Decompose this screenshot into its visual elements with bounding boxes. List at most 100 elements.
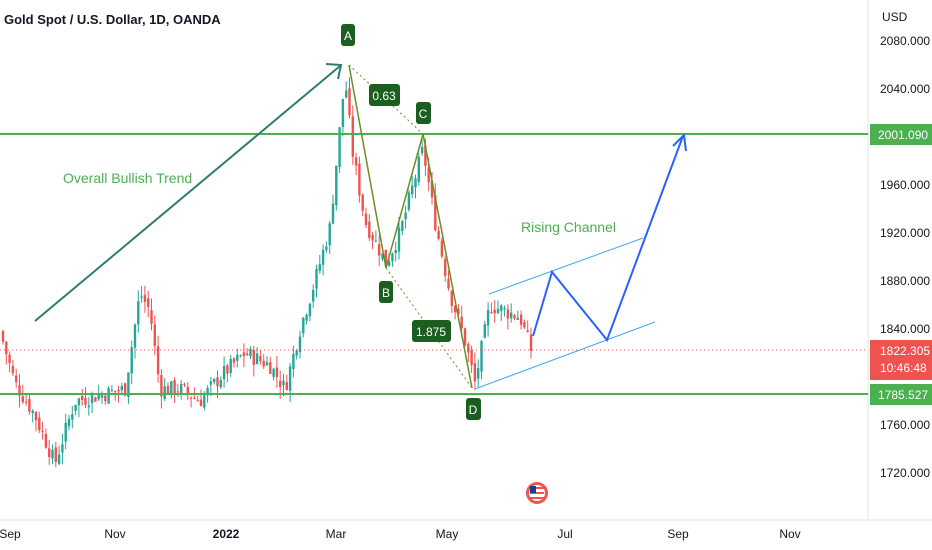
candle-body	[34, 411, 38, 421]
x-tick-sep-2022: Sep	[667, 527, 689, 541]
candle-body	[387, 260, 391, 266]
svg-text:2001.090: 2001.090	[878, 128, 928, 142]
svg-text:C: C	[419, 107, 428, 121]
candle-body	[269, 362, 272, 374]
candle-body	[510, 312, 513, 319]
y-tick-2080: 2080.000	[880, 34, 930, 48]
candle-body	[81, 395, 84, 401]
candle-body	[411, 185, 414, 195]
candle-body	[219, 379, 222, 388]
candle-body	[255, 353, 259, 364]
candle-body	[490, 312, 493, 314]
candle-body	[480, 341, 483, 372]
candle-body	[123, 383, 127, 396]
candle-body	[24, 401, 28, 403]
y-tick-1920: 1920.000	[880, 226, 930, 240]
point-label-a: A	[341, 24, 355, 46]
candle-body	[272, 368, 275, 377]
candle-body	[321, 249, 325, 265]
resistance-price-tag: 2001.090	[870, 124, 932, 145]
candle-body	[506, 309, 510, 319]
candle-body	[189, 397, 193, 399]
candle-body	[114, 390, 117, 392]
economic-event-flag-icon[interactable]	[526, 482, 548, 504]
y-tick-1880: 1880.000	[880, 274, 930, 288]
y-tick-1960: 1960.000	[880, 178, 930, 192]
harmonic-pattern-line	[348, 64, 473, 389]
candle-body	[315, 269, 318, 289]
candle-body	[496, 308, 500, 314]
support-price-tag: 1785.527	[870, 384, 932, 405]
ratio-label-0-63: 0.63	[369, 84, 400, 106]
candle-body	[275, 367, 279, 378]
candle-body	[348, 88, 351, 116]
candle-body	[341, 98, 345, 127]
candle-body	[61, 444, 64, 453]
candle-body	[259, 355, 262, 362]
candle-body	[51, 449, 54, 459]
svg-text:1822.305: 1822.305	[880, 344, 930, 358]
candle-body	[209, 381, 213, 385]
candle-body	[354, 157, 358, 166]
candle-body	[44, 433, 48, 448]
candle-body	[57, 454, 61, 464]
candle-body	[288, 366, 292, 391]
candle-body	[401, 221, 404, 232]
candle-body	[166, 386, 170, 395]
candle-body	[249, 349, 252, 357]
candle-body	[94, 397, 97, 402]
y-tick-1840: 1840.000	[880, 322, 930, 336]
candle-body	[203, 395, 206, 408]
candle-body	[473, 363, 477, 382]
x-tick-nov-2022: Nov	[779, 527, 800, 541]
candle-body	[163, 386, 166, 400]
y-tick-1760: 1760.000	[880, 418, 930, 432]
chart-title: Gold Spot / U.S. Dollar, 1D, OANDA	[4, 12, 221, 27]
candle-body	[526, 330, 529, 332]
svg-text:A: A	[344, 29, 352, 43]
candle-body	[312, 289, 315, 302]
candle-body	[265, 362, 269, 366]
candle-body	[430, 180, 434, 198]
candle-body	[229, 358, 232, 373]
svg-text:1785.527: 1785.527	[878, 388, 928, 402]
candle-body	[457, 308, 460, 315]
candle-body	[335, 165, 338, 206]
candle-body	[384, 249, 387, 267]
candle-body	[28, 398, 31, 412]
candle-body	[226, 365, 229, 374]
candle-body	[130, 347, 133, 374]
bullish-trend-annotation: Overall Bullish Trend	[63, 170, 192, 186]
candle-body	[444, 258, 447, 276]
candle-body	[420, 146, 424, 154]
candle-body	[15, 375, 18, 383]
candle-body	[470, 349, 473, 366]
candle-body	[378, 244, 381, 256]
candle-body	[41, 430, 44, 432]
svg-text:B: B	[382, 286, 390, 300]
x-tick-mar: Mar	[326, 527, 347, 541]
candle-body	[180, 384, 183, 395]
candle-body	[104, 395, 107, 402]
candle-body	[463, 328, 467, 346]
candle-body	[242, 352, 246, 357]
candle-body	[160, 375, 163, 397]
candle-body	[150, 310, 153, 324]
candle-body	[173, 380, 176, 395]
candle-body	[500, 305, 503, 312]
candle-body	[153, 324, 156, 346]
candle-body	[486, 310, 490, 326]
candle-body	[71, 414, 74, 420]
candle-body	[279, 380, 282, 387]
candle-body	[318, 264, 321, 271]
candle-body	[117, 390, 120, 392]
candle-body	[183, 383, 186, 386]
svg-text:0.63: 0.63	[372, 89, 396, 103]
candle-body	[358, 163, 361, 196]
candle-body	[305, 314, 308, 321]
candle-body	[417, 156, 420, 182]
candle-body	[74, 404, 77, 411]
candle-body	[285, 382, 288, 390]
candle-body	[427, 167, 430, 183]
